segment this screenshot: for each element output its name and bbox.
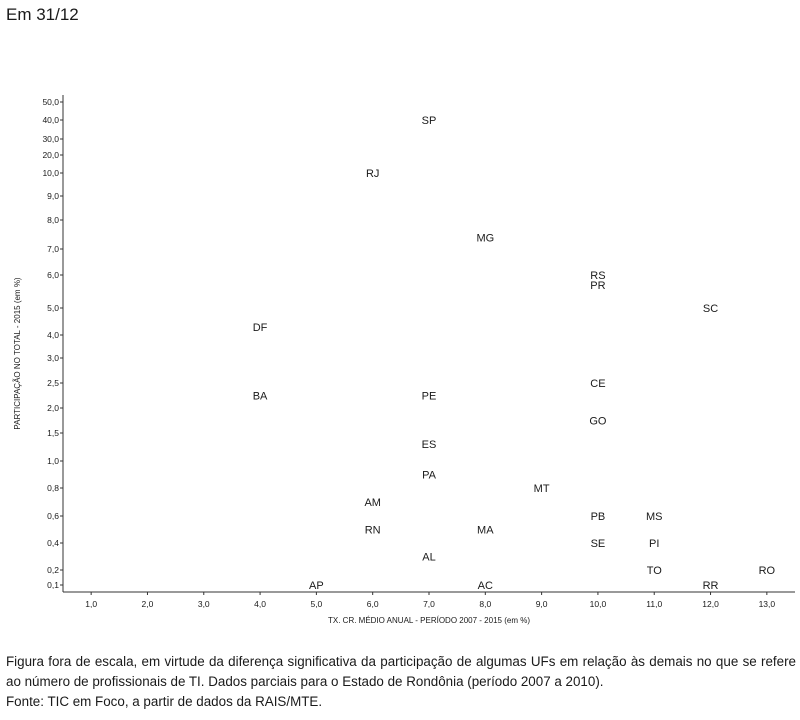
y-tick-label: 2,5 [47, 378, 59, 388]
y-tick-label: 0,2 [47, 565, 59, 575]
x-tick-label: 13,0 [759, 599, 776, 609]
data-point-ms: MS [646, 511, 663, 523]
y-axis-label: PARTICIPAÇÃO NO TOTAL - 2015 (em %) [13, 277, 22, 430]
y-tick-label: 3,0 [47, 353, 59, 363]
data-point-ac: AC [478, 580, 493, 592]
y-tick-label: 0,1 [47, 580, 59, 590]
data-point-pe: PE [422, 391, 437, 403]
x-tick-label: 12,0 [702, 599, 719, 609]
data-point-mt: MT [534, 483, 550, 495]
data-point-mg: MG [476, 232, 494, 244]
data-point-ap: AP [309, 580, 324, 592]
x-tick-label: 6,0 [367, 599, 379, 609]
x-tick-label: 10,0 [590, 599, 607, 609]
x-tick-label: 9,0 [536, 599, 548, 609]
data-point-pr: PR [590, 280, 605, 292]
y-tick-label: 2,0 [47, 403, 59, 413]
y-tick-label: 5,0 [47, 303, 59, 313]
page-heading: Em 31/12 [6, 5, 79, 24]
data-point-pb: PB [591, 511, 606, 523]
x-tick-label: 5,0 [310, 599, 322, 609]
x-tick-label: 11,0 [646, 599, 662, 609]
data-point-rr: RR [703, 580, 719, 592]
data-point-ma: MA [477, 525, 494, 537]
data-point-sp: SP [422, 115, 437, 127]
data-point-am: AM [364, 497, 381, 509]
y-tick-label: 7,0 [47, 244, 59, 254]
data-point-ro: RO [759, 565, 776, 577]
data-point-go: GO [589, 416, 607, 428]
data-point-ba: BA [253, 391, 268, 403]
y-tick-label: 40,0 [42, 115, 59, 125]
data-point-sc: SC [703, 303, 718, 315]
caption-source: Fonte: TIC em Foco, a partir de dados da… [6, 694, 323, 709]
y-tick-label: 1,0 [47, 456, 59, 466]
y-tick-label: 10,0 [42, 168, 59, 178]
y-tick-label: 20,0 [42, 150, 59, 160]
y-tick-label: 0,8 [47, 483, 59, 493]
x-tick-label: 1,0 [85, 599, 97, 609]
data-point-rj: RJ [366, 168, 379, 180]
y-tick-label: 50,0 [42, 97, 59, 107]
y-tick-labels: 0,1 0,2 0,4 0,6 0,8 1,0 1,5 2,0 2,5 3,0 4,0 5,0 6,0 7… [42, 97, 59, 590]
figure-caption: Figura fora de escala, em virtude da dif… [6, 652, 796, 712]
data-point-ce: CE [590, 378, 605, 390]
y-tick-label: 4,0 [47, 330, 59, 340]
data-point-pi: PI [649, 538, 659, 550]
y-tick-label: 30,0 [42, 134, 59, 144]
caption-note: Figura fora de escala, em virtude da dif… [6, 654, 796, 689]
y-tick-label: 6,0 [47, 270, 59, 280]
x-tick-label: 4,0 [254, 599, 266, 609]
data-point-rs: RS [590, 270, 605, 282]
y-tick-label: 1,5 [47, 428, 59, 438]
scatter-chart: 0,1 0,2 0,4 0,6 0,8 1,0 1,5 2,0 2,5 3,0 4,0 5,0 6,0 7… [13, 95, 795, 625]
data-point-al: AL [422, 552, 435, 564]
data-point-se: SE [591, 538, 606, 550]
x-tick-labels: 1,0 2,0 3,0 4,0 5,0 6,0 7,0 8,0 9,0 10,0 11,0 12,0 1… [85, 599, 775, 609]
y-tick-label: 8,0 [47, 215, 59, 225]
data-point-es: ES [422, 439, 437, 451]
y-tick-label: 0,6 [47, 511, 59, 521]
x-tick-label: 8,0 [479, 599, 491, 609]
y-tick-label: 9,0 [47, 191, 59, 201]
x-axis-label: TX. CR. MÉDIO ANUAL - PERÍODO 2007 - 201… [328, 616, 530, 625]
chart-axes [60, 95, 795, 595]
x-tick-label: 3,0 [198, 599, 210, 609]
x-tick-label: 7,0 [423, 599, 435, 609]
data-point-to: TO [647, 565, 663, 577]
x-tick-label: 2,0 [142, 599, 154, 609]
data-point-pa: PA [422, 470, 437, 482]
y-tick-label: 0,4 [47, 538, 59, 548]
data-point-rn: RN [365, 525, 381, 537]
data-point-df: DF [253, 322, 268, 334]
